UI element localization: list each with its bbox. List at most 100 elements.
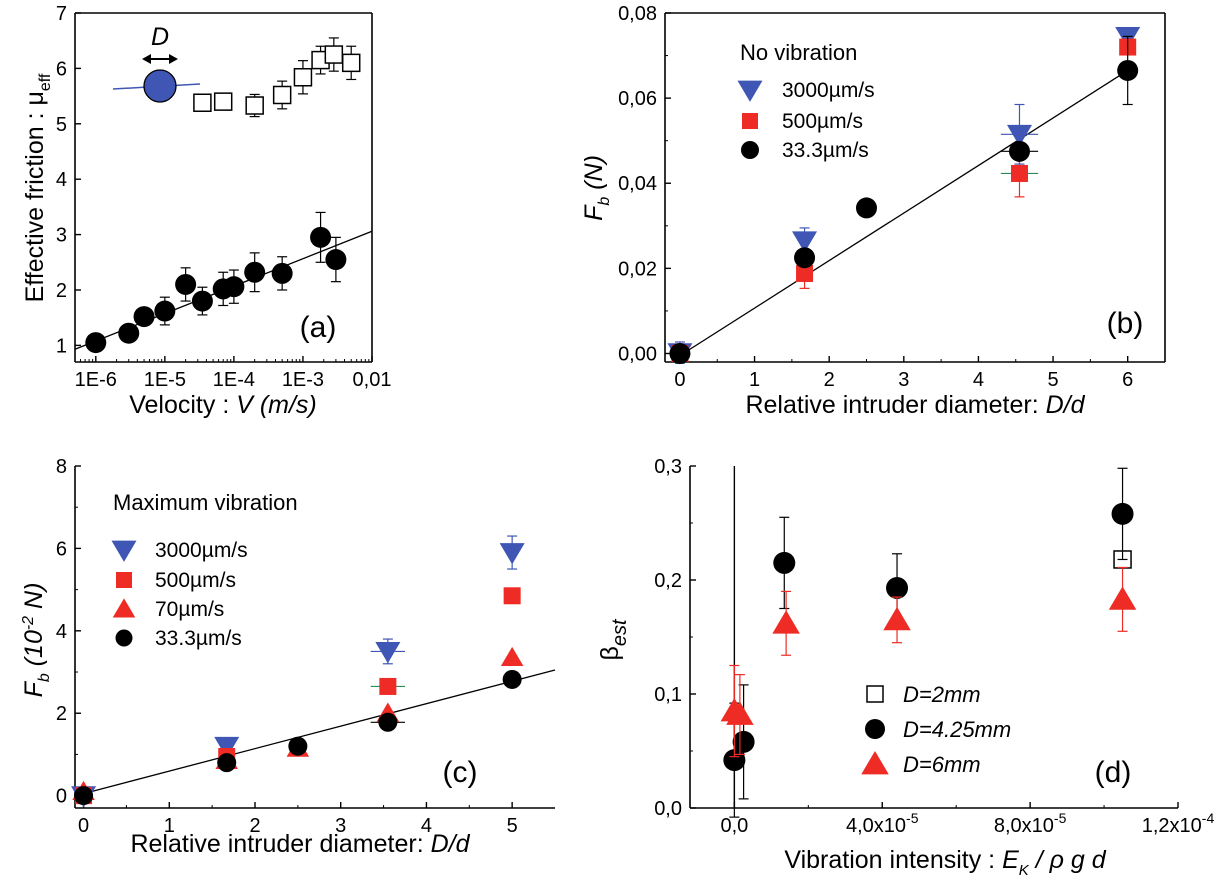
legend-marker: [737, 80, 763, 102]
x-axis-title-text: Vibration intensity :: [784, 846, 1002, 874]
data-point-1-3: [154, 300, 176, 322]
diameter-arrow-right-head: [169, 54, 178, 64]
y-tick-label: 0,2: [654, 570, 682, 592]
y-tick-label: 0,06: [618, 88, 657, 110]
data-point-0-3: [499, 543, 525, 565]
y-tick-label: 0,3: [654, 456, 682, 478]
legend-marker: [741, 141, 759, 159]
x-tick-label: 2: [249, 815, 260, 837]
legend-label: 70µm/s: [155, 598, 224, 621]
x-tick-label: 0,0: [720, 815, 748, 837]
data-point-0-1: [213, 92, 233, 111]
legend-marker: [116, 572, 132, 588]
x-tick-label: 0: [674, 369, 685, 391]
data-point-0-2: [375, 642, 401, 664]
intruder-ball: [143, 69, 177, 103]
y-tick-label: 0,1: [654, 684, 682, 706]
data-point-2-1: [726, 701, 754, 725]
data-point-0-2: [245, 96, 264, 115]
data-point-1-3: [886, 576, 909, 599]
data-point-0-0: [193, 93, 212, 112]
y-tick-label: 2: [56, 703, 67, 725]
y-axis-title: Fb (N): [580, 155, 613, 221]
x-axis-title-italic: V (m/s): [236, 391, 317, 419]
y-tick-label: 0,08: [618, 3, 657, 25]
data-point-1-4: [175, 273, 197, 295]
data-point-0-1: [214, 736, 240, 759]
data-point-0-7: [341, 53, 361, 73]
x-axis-title-tail: / ρ g d: [1029, 846, 1107, 874]
data-point-2-2: [772, 610, 800, 634]
y-axis-title-end: N): [20, 583, 48, 616]
x-tick-exponent: -4: [1202, 810, 1215, 826]
legend-label: D=6mm: [903, 752, 981, 777]
y-axis-title-sub: eff: [37, 73, 54, 91]
y-tick-label: 3: [56, 225, 67, 247]
data-point-1-11: [325, 249, 347, 271]
legend-label: 33.3µm/s: [155, 627, 242, 650]
x-tick-label: 1: [749, 369, 760, 391]
data-point-1-3: [503, 587, 521, 605]
x-axis-title-italic: E: [1002, 846, 1019, 874]
y-tick-label: 0,02: [618, 258, 657, 280]
y-axis-title: βest: [596, 618, 631, 661]
x-tick-label: 0,01: [353, 369, 392, 391]
x-axis-title-text: Velocity :: [129, 391, 236, 419]
data-point-2-1: [794, 247, 816, 269]
x-tick-label: 4: [973, 369, 984, 391]
y-tick-label: 0: [56, 786, 67, 808]
legend-label: 500µm/s: [155, 569, 236, 592]
data-point-1-1: [118, 322, 140, 344]
y-tick-label: 0,0: [654, 798, 682, 820]
x-tick-label: 4,0x10-5: [846, 810, 919, 837]
y-axis-title: Effective friction : μeff: [21, 73, 54, 302]
data-point-2-3: [883, 606, 911, 631]
legend-label: 33.3µm/s: [782, 139, 869, 162]
x-axis-title: Relative intruder diameter: D/d: [745, 391, 1085, 419]
data-point-1-8: [244, 261, 266, 283]
x-tick-label: 1E-6: [75, 369, 117, 391]
data-point-1-9: [271, 262, 293, 284]
x-axis-title: Velocity : V (m/s): [129, 391, 317, 419]
intruder-sketch: D: [112, 23, 201, 103]
panel-d: 0,0 4,0x10-5 8,0x10-5 1,2x10-4 0,0 0,1 0,2 0,3 D…: [596, 456, 1214, 879]
legend-marker: [865, 719, 885, 739]
legend-label: 500µm/s: [782, 110, 863, 133]
data-point-1-1: [796, 264, 814, 282]
y-tick-label: 4: [56, 169, 67, 191]
data-point-3-2: [288, 736, 308, 756]
data-point-0-2: [1006, 124, 1032, 147]
legend-marker: [866, 685, 884, 703]
x-tick-label: 1,2x10-4: [1142, 810, 1215, 837]
data-point-0-3: [272, 85, 292, 105]
y-axis-title-text: β: [596, 646, 624, 660]
legend-marker: [115, 629, 133, 647]
x-tick-label: 6: [1122, 369, 1133, 391]
x-tick-label: 5: [507, 815, 518, 837]
x-tick-exponent: -5: [906, 810, 919, 826]
diameter-arrow-left-head: [142, 54, 151, 64]
data-point-2-4: [500, 646, 524, 667]
data-point-1-10: [310, 226, 332, 248]
x-tick-label: 4: [421, 815, 432, 837]
data-point-2-3: [1008, 140, 1030, 162]
y-axis-title-tail: (10: [20, 630, 48, 673]
panel-c: 0 1 2 3 4 5 0 2 4 6 8 Maximum vibration 3000µm/s 500µ…: [20, 456, 556, 858]
data-point-2-4: [1117, 59, 1139, 81]
data-point-3-3: [378, 712, 398, 732]
x-tick-exponent: -5: [1054, 810, 1067, 826]
x-tick-label: 1E-5: [144, 369, 186, 391]
y-tick-label: 0,00: [618, 343, 657, 365]
data-point-1-4: [1111, 502, 1134, 525]
data-point-1-7: [223, 276, 245, 298]
data-point-1-1: [732, 730, 755, 753]
data-point-0-1: [792, 231, 818, 253]
y-tick-label: 6: [56, 538, 67, 560]
panel-label: (c): [443, 756, 478, 789]
data-point-1-2: [133, 306, 155, 328]
y-tick-label: 7: [56, 3, 67, 25]
panel-label: (d): [1095, 756, 1132, 789]
y-tick-label: 2: [56, 280, 67, 302]
legend-label: 3000µm/s: [782, 79, 875, 102]
